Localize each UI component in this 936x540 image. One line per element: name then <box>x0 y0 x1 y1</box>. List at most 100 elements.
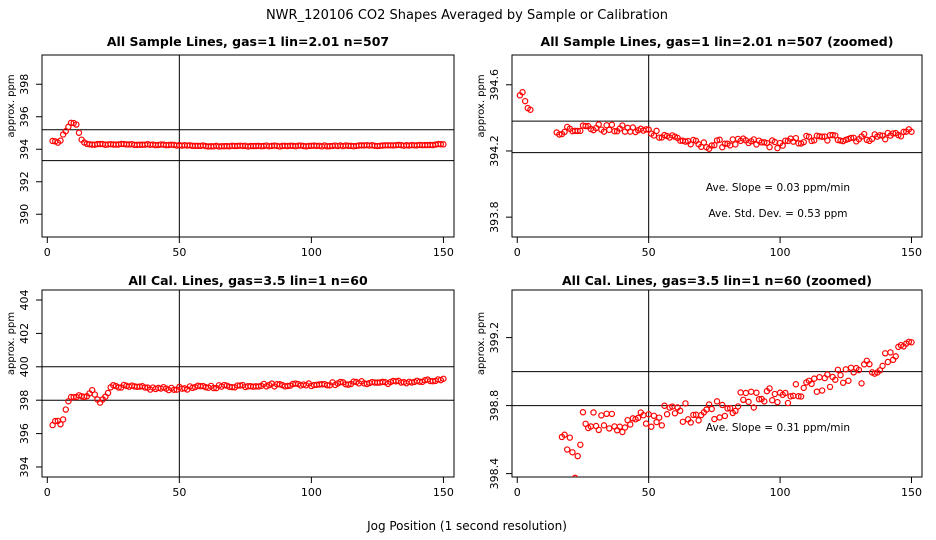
data-point <box>742 389 750 397</box>
data-point <box>845 377 852 384</box>
data-point <box>57 137 64 144</box>
data-point <box>104 389 112 397</box>
data-point <box>711 141 718 149</box>
data-point <box>598 412 605 419</box>
y-tick-label: 399.2 <box>488 322 501 354</box>
data-point <box>600 422 608 429</box>
data-point <box>740 396 747 404</box>
data-point <box>787 393 794 400</box>
data-point <box>834 366 842 373</box>
x-axis-label: Jog Position (1 second resolution) <box>366 519 567 533</box>
y-tick-label: 396 <box>18 106 31 127</box>
data-point <box>847 134 855 142</box>
data-point <box>808 380 815 388</box>
data-point <box>868 135 876 143</box>
x-tick-label: 0 <box>44 486 51 499</box>
data-point <box>713 137 721 144</box>
y-tick-label: 402 <box>18 323 31 344</box>
panel-1: All Sample Lines, gas=1 lin=2.01 n=507 0 5… <box>6 34 455 259</box>
data-point <box>726 405 734 412</box>
data-point <box>600 128 608 135</box>
data-point <box>91 391 99 398</box>
data-point <box>803 132 810 140</box>
series-points <box>49 119 447 150</box>
data-point <box>345 381 352 388</box>
data-point <box>711 415 718 423</box>
panel-4: All Cal. Lines, gas=3.5 lin=1 n=60 (zoom… <box>476 273 923 499</box>
data-point <box>866 360 873 368</box>
figure-title: NWR_120106 CO2 Shapes Averaged by Sample… <box>266 8 668 23</box>
data-point <box>766 385 773 392</box>
data-point <box>824 371 831 378</box>
data-point <box>653 127 660 135</box>
data-point <box>81 393 88 401</box>
y-tick-label: 394 <box>18 456 31 477</box>
y-tick-label: 396 <box>18 423 31 444</box>
data-point <box>695 417 702 424</box>
y-tick-label: 393.8 <box>488 201 501 233</box>
data-point <box>816 373 823 381</box>
x-tick-label: 50 <box>172 246 186 259</box>
y-axis-label: approx. ppm <box>6 312 17 375</box>
data-point <box>569 449 576 456</box>
data-point <box>800 384 807 392</box>
data-point <box>792 381 800 388</box>
y-tick-label: 394.2 <box>488 135 501 167</box>
data-point <box>782 137 789 144</box>
data-point <box>284 382 291 390</box>
data-point <box>440 141 447 148</box>
x-tick-label: 50 <box>642 246 656 259</box>
data-point <box>70 393 77 401</box>
data-point <box>634 414 642 422</box>
data-point <box>768 397 776 404</box>
data-point <box>792 134 800 142</box>
data-point <box>682 400 689 407</box>
data-point <box>595 426 602 434</box>
data-point <box>566 434 574 441</box>
x-tick-label: 50 <box>642 486 656 499</box>
data-point <box>855 366 863 374</box>
data-point <box>141 384 149 391</box>
x-tick-label: 100 <box>301 246 322 259</box>
data-point <box>732 141 739 148</box>
data-point <box>771 390 779 398</box>
data-point <box>642 420 650 427</box>
data-point <box>75 129 83 136</box>
data-point <box>797 393 805 400</box>
x-tick-label: 150 <box>433 246 454 259</box>
data-point <box>700 139 708 146</box>
data-point <box>563 446 571 453</box>
data-point <box>737 389 744 396</box>
data-point <box>713 398 721 405</box>
data-point <box>813 388 821 395</box>
data-point <box>761 139 768 146</box>
data-point <box>755 395 763 403</box>
data-point <box>210 384 217 392</box>
y-tick-label: 390 <box>18 204 31 225</box>
y-tick-label: 398.8 <box>488 390 501 422</box>
x-tick-label: 100 <box>770 246 791 259</box>
data-point <box>663 411 671 418</box>
panel-3: All Cal. Lines, gas=3.5 lin=1 n=60 0 50 100… <box>6 273 455 499</box>
y-tick-label: 400 <box>18 356 31 377</box>
panels: All Sample Lines, gas=1 lin=2.01 n=507 0 5… <box>6 34 923 499</box>
data-point <box>677 407 684 414</box>
plot-frame <box>511 54 923 238</box>
y-axis-label: approx. ppm <box>476 74 487 137</box>
data-point <box>839 379 847 386</box>
data-point <box>811 137 818 144</box>
data-point <box>716 414 723 421</box>
data-point <box>608 410 616 418</box>
data-point <box>73 121 80 128</box>
data-point <box>824 137 831 144</box>
data-point <box>892 353 899 360</box>
data-point <box>57 421 64 428</box>
data-point <box>595 121 602 128</box>
data-point <box>876 132 884 139</box>
data-point <box>887 349 894 356</box>
data-point <box>655 134 663 141</box>
data-point <box>255 383 262 390</box>
data-point <box>579 409 587 416</box>
series-points <box>49 375 447 429</box>
data-point <box>716 136 723 143</box>
